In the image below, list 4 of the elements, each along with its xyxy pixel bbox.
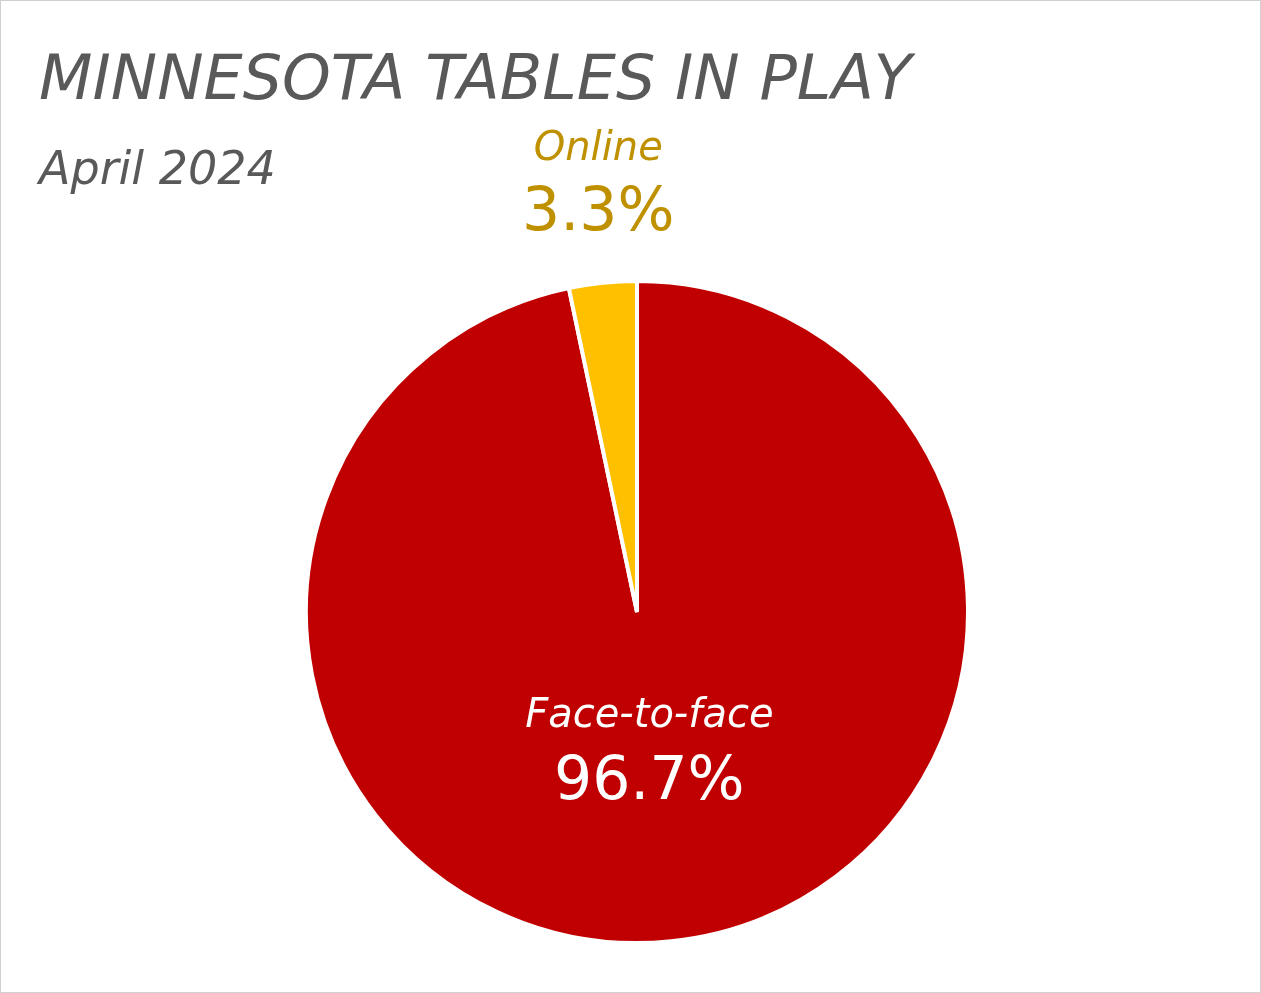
slice-label: Face-to-face (525, 689, 774, 736)
data-label: 96.7% (554, 742, 745, 813)
slice-label: Online (533, 122, 663, 169)
data-label: 3.3% (522, 173, 675, 244)
